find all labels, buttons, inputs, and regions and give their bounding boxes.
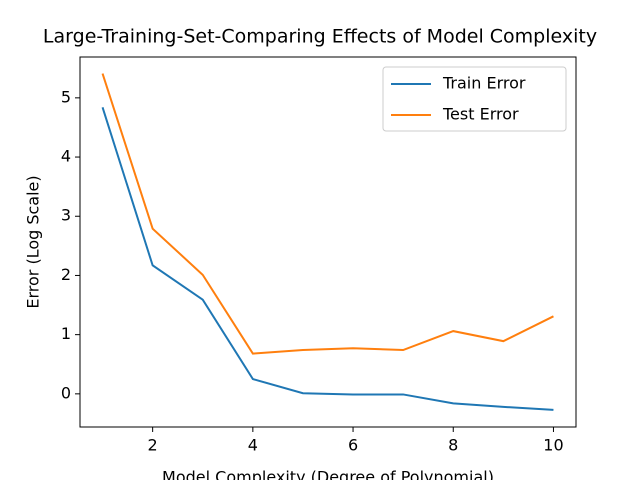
line-series [101,73,554,355]
x-tick-label: 2 [148,436,158,455]
x-tick-label: 4 [248,436,258,455]
legend-label: Train Error [442,74,526,93]
y-tick-label: 3 [61,206,71,225]
x-tick-label: 10 [543,436,563,455]
y-tick-label: 0 [61,383,71,402]
y-tick-label: 2 [61,265,71,284]
plot-frame [79,56,577,428]
line-series [101,107,554,411]
legend-label: Test Error [442,105,519,124]
y-tick-label: 5 [61,87,71,106]
chart-title: Large-Training-Set-Comparing Effects of … [43,26,597,48]
y-tick-label: 1 [61,324,71,343]
x-tick-label: 8 [448,436,458,455]
y-tick-label: 4 [61,147,71,166]
y-axis-label: Error (Log Scale) [24,175,43,308]
x-tick-label: 6 [348,436,358,455]
x-axis-label: Model Complexity (Degree of Polynomial) [162,468,494,480]
